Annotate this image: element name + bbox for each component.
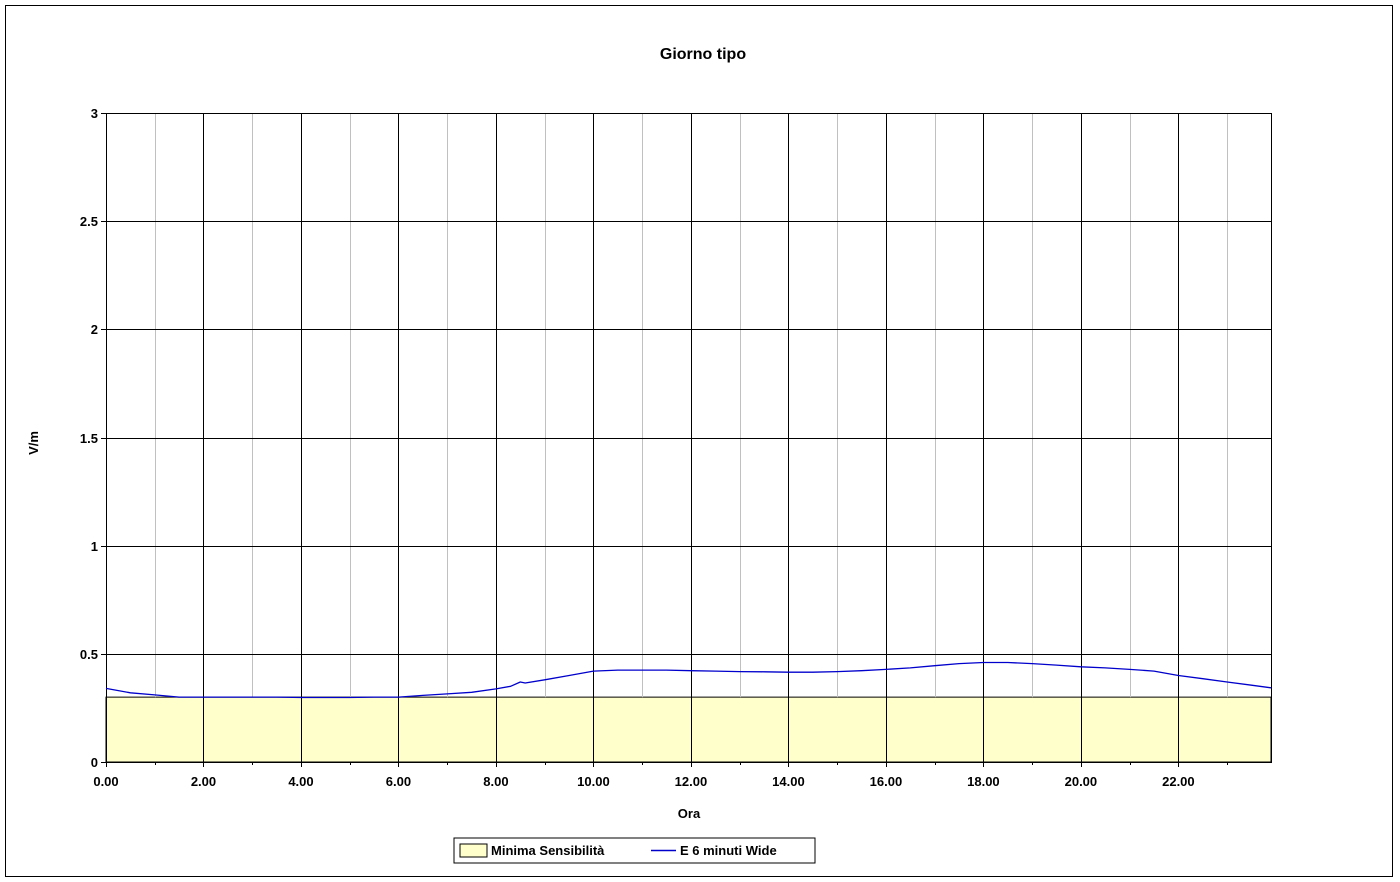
series-area-minima-sensibilita [105,696,1272,763]
x-tick-label: 4.00 [288,774,313,789]
legend-swatch-minima-sensibilita [459,843,488,858]
x-tick-label: 8.00 [483,774,508,789]
y-tick-label: 0.5 [80,647,98,662]
x-axis-title: Ora [678,806,701,821]
x-tick-label: 18.00 [967,774,1000,789]
x-tick-label: 6.00 [386,774,411,789]
plot-border [106,113,1272,763]
x-tick-label: 20.00 [1065,774,1098,789]
y-tick-label: 2 [91,322,98,337]
series-line-e-6-minuti-wide [105,661,1272,699]
x-tick-label: 10.00 [577,774,610,789]
chart: Giorno tipo 0 0.5 1 1.5 2 2.5 3 0.00 2.00 4.00 6.0… [26,46,1272,864]
x-tick-label: 22.00 [1162,774,1195,789]
x-tick-label: 16.00 [870,774,903,789]
chart-title: Giorno tipo [660,46,746,63]
y-tick-label: 1.5 [80,431,98,446]
plot-area: 0 0.5 1 1.5 2 2.5 3 0.00 2.00 4.00 6.00 8.00 10.00 12… [80,106,1272,789]
legend-box [453,837,816,864]
chart-frame: Giorno tipo 0 0.5 1 1.5 2 2.5 3 0.00 2.00 4.00 6.0… [5,5,1393,877]
x-tick-label: 2.00 [191,774,216,789]
x-tick-label: 0.00 [93,774,118,789]
legend-label-e-6-minuti-wide: E 6 minuti Wide [680,843,777,858]
y-tick-label: 0 [91,755,98,770]
legend: Minima Sensibilità E 6 minuti Wide [453,837,816,864]
y-tick-label: 1 [91,539,98,554]
x-tick-label: 14.00 [772,774,805,789]
x-tick-label: 12.00 [675,774,708,789]
y-axis-title: V/m [26,431,41,455]
y-tick-label: 2.5 [80,214,98,229]
legend-label-minima-sensibilita: Minima Sensibilità [491,843,605,858]
y-tick-label: 3 [91,106,98,121]
